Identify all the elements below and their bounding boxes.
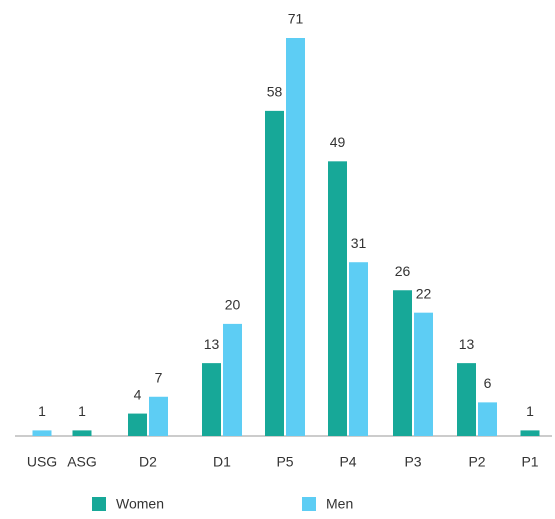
data-label: 1 — [38, 403, 46, 419]
legend-label: Women — [116, 496, 164, 512]
x-tick-label: P2 — [468, 454, 485, 470]
data-label: 7 — [155, 369, 163, 385]
data-label: 49 — [330, 134, 346, 150]
bar — [149, 396, 168, 436]
data-label: 20 — [225, 297, 241, 313]
bar — [349, 262, 368, 436]
bar — [286, 38, 305, 436]
x-tick-label: D1 — [213, 454, 231, 470]
x-tick-label: P4 — [339, 454, 356, 470]
bar — [414, 312, 433, 436]
data-label: 1 — [526, 403, 534, 419]
legend-swatch — [302, 497, 316, 511]
bar — [72, 430, 92, 436]
x-tick-label: P1 — [521, 454, 538, 470]
data-label: 58 — [267, 84, 283, 100]
data-label: 71 — [288, 11, 304, 27]
x-tick-label: D2 — [139, 454, 157, 470]
data-label: 31 — [351, 235, 367, 251]
x-tick-label: P3 — [404, 454, 421, 470]
data-label: 13 — [204, 336, 220, 352]
bar — [32, 430, 52, 436]
data-label: 13 — [459, 336, 475, 352]
legend-label: Men — [326, 496, 353, 512]
bar — [478, 402, 497, 436]
data-label: 1 — [78, 403, 86, 419]
bar — [223, 323, 242, 436]
data-label: 26 — [395, 263, 411, 279]
data-label: 4 — [134, 386, 142, 402]
legend-swatch — [92, 497, 106, 511]
bar — [328, 161, 347, 436]
bar — [128, 413, 147, 436]
data-label: 22 — [416, 285, 432, 301]
x-tick-label: ASG — [67, 454, 97, 470]
bar — [520, 430, 540, 436]
bar — [202, 363, 221, 436]
bar — [457, 363, 476, 436]
bar — [393, 290, 412, 436]
x-tick-label: P5 — [276, 454, 293, 470]
bar — [265, 110, 284, 437]
data-label: 6 — [484, 375, 492, 391]
x-tick-label: USG — [27, 454, 57, 470]
